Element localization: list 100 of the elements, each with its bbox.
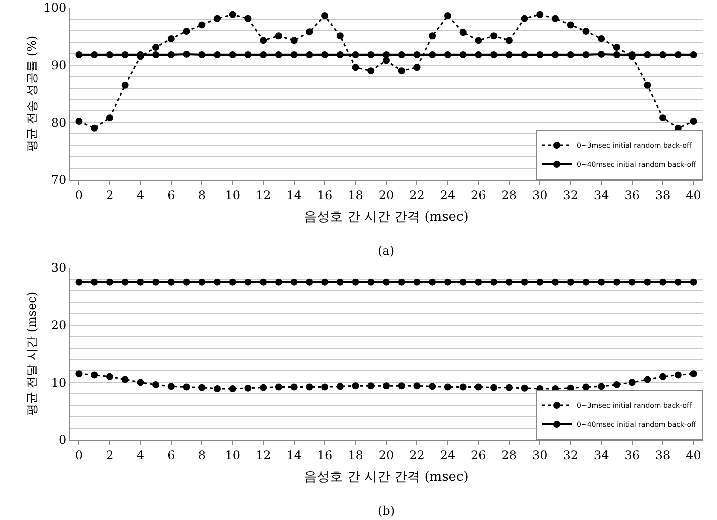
x-tick-label: 36 [624, 448, 640, 462]
y-tick-label: 0 [58, 433, 67, 448]
point [552, 278, 559, 286]
point [214, 15, 221, 22]
point [260, 278, 268, 286]
point [690, 370, 698, 378]
point [91, 278, 98, 286]
point [460, 278, 467, 286]
x-tick-label: 8 [198, 188, 206, 202]
point [336, 32, 344, 40]
point [444, 384, 452, 391]
point [383, 52, 390, 59]
point [229, 11, 236, 18]
x-tick-label: 14 [286, 448, 302, 462]
point [214, 52, 221, 59]
point [613, 52, 620, 59]
point [644, 278, 652, 286]
point [322, 52, 329, 59]
point [521, 278, 528, 286]
point [275, 278, 282, 286]
point [352, 64, 360, 72]
point [521, 52, 528, 59]
point [229, 52, 236, 59]
y-tick-label: 30 [51, 261, 67, 276]
point [429, 32, 436, 40]
point [660, 52, 667, 59]
point [414, 382, 421, 390]
x-tick-label: 16 [317, 448, 333, 462]
point [674, 52, 682, 59]
x-tick-label: 18 [348, 448, 364, 462]
point [91, 372, 98, 379]
point [290, 52, 298, 59]
point [475, 37, 482, 44]
x-tick-label: 24 [440, 448, 456, 462]
point [229, 278, 236, 286]
point [76, 278, 83, 286]
point [414, 52, 421, 59]
point [198, 52, 206, 59]
point [198, 278, 206, 286]
point [260, 384, 268, 392]
point [398, 382, 406, 390]
point [290, 384, 298, 391]
point [613, 278, 620, 286]
x-tick-label: 24 [440, 188, 456, 202]
x-tick-label: 38 [655, 188, 671, 202]
point [398, 278, 406, 286]
point [628, 278, 636, 286]
point [183, 50, 190, 58]
point [444, 278, 452, 286]
point [429, 52, 436, 59]
point [244, 384, 252, 392]
point [352, 52, 360, 59]
point [229, 385, 236, 392]
point [460, 29, 467, 36]
point [475, 278, 482, 286]
point [137, 278, 144, 286]
x-tick-label: 10 [225, 188, 240, 202]
point [168, 35, 175, 42]
x-tick-label: 0 [75, 188, 84, 202]
point [628, 379, 636, 386]
x-tick-label: 22 [410, 448, 425, 462]
point [76, 118, 83, 126]
point [152, 381, 160, 388]
point [690, 118, 698, 126]
point [275, 52, 282, 59]
x-tick-label: 34 [594, 448, 610, 462]
point [490, 32, 498, 40]
point [383, 382, 390, 390]
point [567, 52, 574, 59]
point [660, 278, 667, 286]
x-tick-label: 20 [378, 448, 394, 462]
x-tick-label: 40 [686, 188, 702, 202]
point [582, 278, 590, 286]
x-axis-title: 음성호 간 시간 간격 (msec) [304, 470, 469, 485]
point [368, 52, 375, 59]
point [582, 52, 590, 59]
point [106, 52, 114, 59]
x-tick-label: 32 [563, 188, 579, 202]
point [398, 68, 406, 75]
point [106, 373, 114, 380]
x-tick-label: 22 [410, 188, 425, 202]
point [598, 278, 606, 286]
x-tick-label: 20 [378, 188, 394, 202]
point [198, 384, 206, 392]
point [521, 384, 528, 392]
x-tick-label: 34 [594, 188, 610, 202]
x-tick-label: 26 [471, 448, 486, 462]
point [275, 384, 282, 391]
point [122, 82, 129, 89]
point [567, 278, 574, 286]
point [460, 384, 467, 391]
point [475, 52, 482, 59]
point [506, 52, 513, 59]
point [644, 82, 652, 89]
point [368, 382, 375, 390]
y-tick-label: 80 [51, 116, 67, 130]
x-tick-label: 28 [502, 188, 518, 202]
point [91, 124, 98, 132]
y-tick-label: 70 [51, 173, 67, 188]
point [536, 278, 544, 286]
